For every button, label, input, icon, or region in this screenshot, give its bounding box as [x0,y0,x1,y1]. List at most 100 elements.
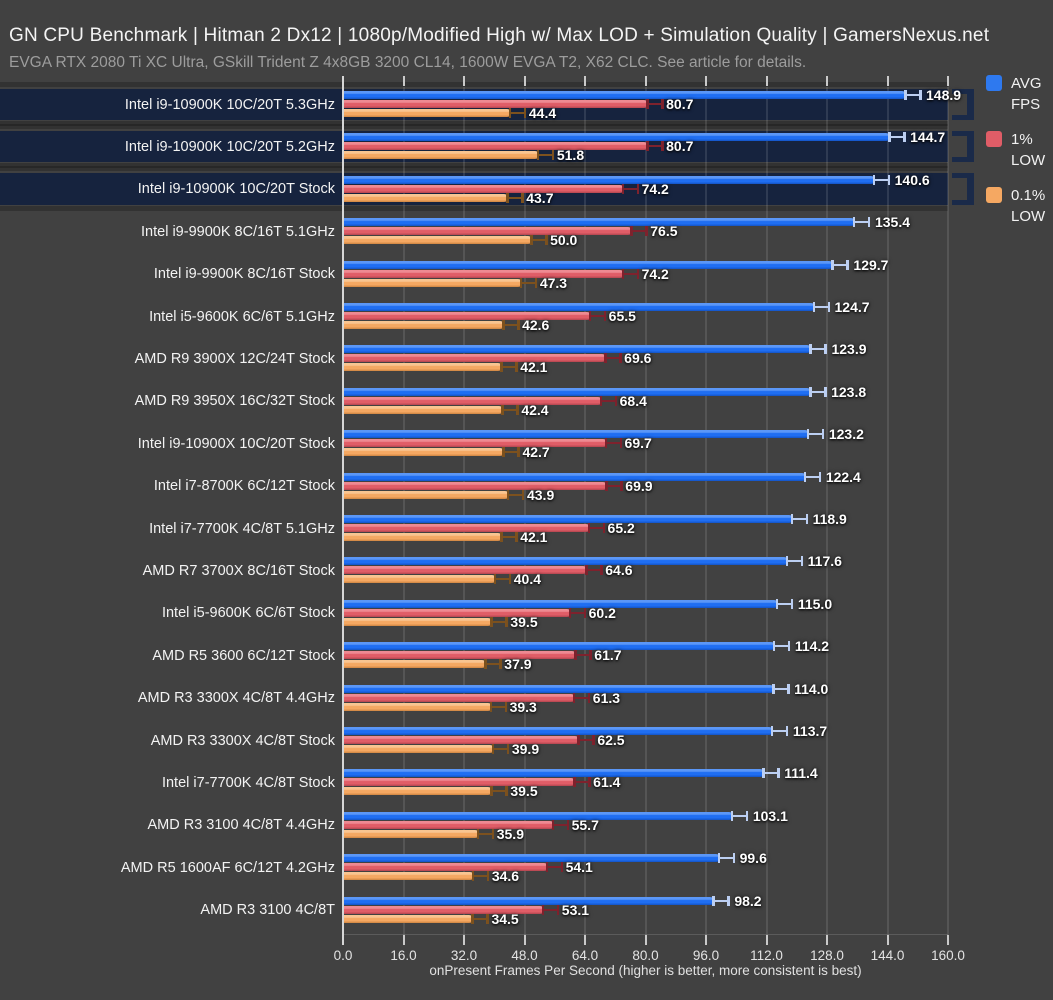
error-bar-tick [772,683,775,694]
error-bar-tick [852,217,856,228]
error-bar-line [576,654,590,657]
legend-label-avg-2: FPS [1011,96,1041,113]
low1-value-label: 69.7 [624,435,652,452]
avg-bar [343,896,715,905]
error-bar-line [854,221,868,224]
gridline [826,87,828,935]
error-bar-line [521,281,535,284]
axis-tick-top [402,76,405,86]
highlight-bracket [967,173,974,205]
low01-bar [343,617,493,626]
highlight-shadow [0,123,948,129]
x-tick-label: 160.0 [931,948,965,963]
error-bar-cap [787,683,790,694]
axis-tick-bottom [463,935,465,945]
axis-tick-bottom [947,935,949,945]
error-bar-cap [919,90,922,100]
gridline [644,87,647,935]
error-bar-line [575,781,589,784]
error-bar-line [473,875,487,878]
error-bar-cap [486,913,489,924]
x-tick-label: 0.0 [333,948,353,963]
axis-tick-bottom [523,935,526,945]
x-tick-label: 144.0 [870,948,905,963]
error-bar-tick [646,141,649,152]
legend-item-01pct-low: 0.1% LOW [986,185,1045,227]
error-bar-cap [486,871,490,882]
error-bar-tick [551,819,555,830]
low1-value-label: 53.1 [561,901,590,918]
error-bar-cap [551,150,555,161]
error-bar-cap [903,132,906,143]
error-bar-tick [770,726,774,736]
error-bar-line [491,705,505,708]
low1-bar [343,439,607,448]
low1-bar [343,905,544,914]
low01-value-label: 43.7 [526,189,554,206]
low01-value-label: 42.7 [522,444,550,461]
avg-bar [343,642,775,651]
low1-bar [343,863,548,872]
axis-tick-top [705,76,707,86]
error-bar-line [508,493,522,496]
gridline [765,87,768,935]
error-bar-line [906,94,920,96]
error-bar-line [590,315,604,317]
error-bar-tick [585,565,588,576]
error-bar-tick [785,556,789,567]
error-bar-line [589,527,603,529]
axis-tick-top [523,76,526,86]
highlight-bracket [952,130,974,136]
error-bar-line [777,602,791,605]
category-label: Intel i9-10900X 10C/20T Stock [137,435,335,452]
low1-value-label: 64.6 [605,562,633,579]
low01-bar [343,405,504,414]
low1-value-label: 62.5 [597,732,625,748]
error-bar-tick [500,532,503,542]
error-bar-line [587,569,601,572]
error-bar-cap [805,514,809,524]
avg-fps-swatch-icon [986,75,1002,91]
error-bar-line [833,263,847,266]
error-bar-line [632,230,646,233]
error-bar-tick [717,853,721,864]
avg-bar [343,684,775,693]
error-bar-tick [536,150,540,161]
error-bar-line [607,484,621,487]
error-bar-cap [787,641,791,652]
low1-value-label: 74.2 [641,180,669,197]
low01-value-label: 44.4 [528,105,557,121]
error-bar-line [486,663,500,666]
axis-tick-top [584,76,586,86]
low01-value-label: 42.4 [521,401,549,418]
error-bar-tick [803,471,807,482]
highlight-bracket [967,130,974,163]
legend-label-1pct: 1% [1011,131,1033,148]
axis-tick-top [886,76,889,86]
error-bar-tick [577,735,580,745]
error-bar-line [890,136,904,139]
error-bar-cap [504,701,508,712]
low1-value-label: 80.7 [666,96,694,112]
axis-tick-top [826,76,828,86]
low1-value-label: 55.7 [571,816,599,833]
error-bar-line [606,357,620,360]
error-bar-line [774,687,788,690]
error-bar-cap [491,828,495,839]
error-bar-tick [493,574,497,585]
error-bar-tick [471,871,475,882]
plot-bottom-edge [343,934,948,935]
error-bar-tick [730,810,734,821]
avg-bar [343,515,793,523]
low01-bar [343,490,509,499]
error-bar-cap [619,438,623,449]
error-bar-cap [827,302,831,312]
error-bar-line [547,866,561,869]
highlight-bracket [952,88,974,94]
error-bar-tick [809,344,812,355]
error-bar-cap [521,489,525,500]
low01-bar [343,151,539,160]
low1-bar [343,778,576,787]
error-bar-tick [588,311,592,321]
